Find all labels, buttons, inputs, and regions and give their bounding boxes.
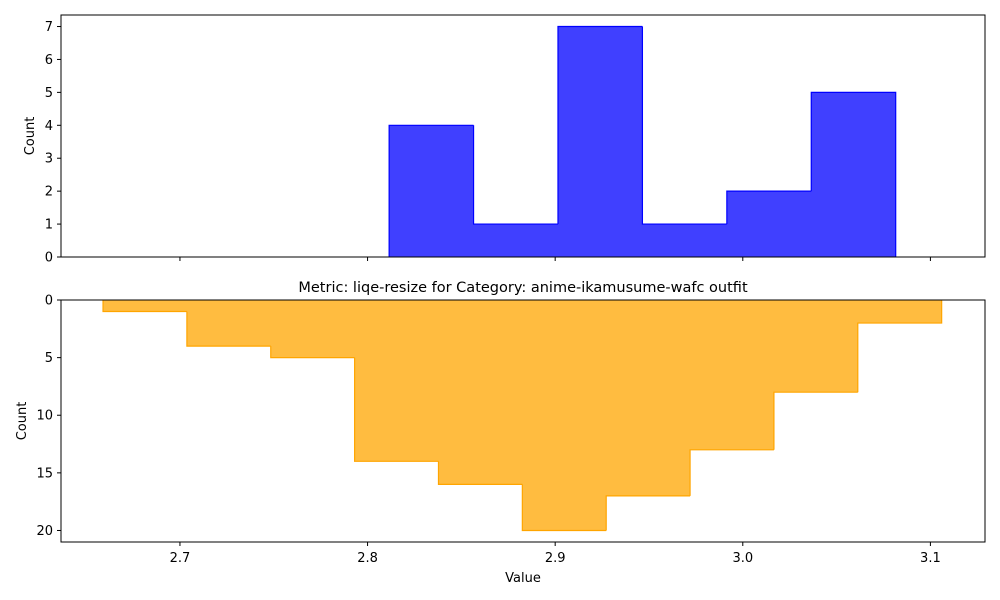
bottom-bin-6 [605, 495, 691, 531]
top-bin-4 [726, 190, 812, 225]
bottom-x-tick-label: 3.0 [732, 551, 753, 566]
bottom-bin-5 [521, 484, 607, 532]
bottom-y-tick-label: 10 [36, 409, 53, 424]
bottom-y-tick-label: 20 [36, 524, 53, 539]
bottom-y-tick-label: 5 [45, 351, 53, 366]
bottom-bin-8 [773, 391, 858, 450]
top-y-tick-label: 5 [45, 86, 53, 101]
bottom-bin-1 [186, 311, 271, 347]
top-y-tick-label: 7 [45, 20, 53, 35]
bottom-axes-frame [60, 299, 986, 543]
top-bin-0 [388, 124, 474, 257]
top-histogram-panel: 0 1 2 3 4 5 6 7 Count [23, 14, 986, 266]
top-y-tick-label: 6 [45, 53, 53, 68]
bottom-chart-title: Metric: liqe-resize for Category: anime-… [298, 280, 748, 296]
top-y-tick-label: 0 [45, 251, 53, 266]
top-bin-2 [557, 25, 643, 225]
bottom-bin-9 [857, 300, 943, 393]
top-y-tick-label: 2 [45, 185, 53, 200]
bottom-x-tick-label: 2.7 [170, 551, 191, 566]
bottom-bin-2 [270, 346, 355, 359]
top-y-axis-label: Count [23, 117, 38, 156]
bottom-bin-3 [354, 357, 439, 462]
bottom-bin-0 [102, 300, 187, 313]
bottom-x-tick-label: 2.8 [357, 551, 378, 566]
bottom-bin-4 [437, 461, 523, 485]
top-y-tick-label: 4 [45, 119, 53, 134]
top-bin-3 [641, 26, 727, 225]
bottom-x-tick-label: 2.9 [545, 551, 566, 566]
top-y-tick-label: 1 [45, 218, 53, 233]
bottom-histogram-panel: 0 5 10 15 20 2.7 2.8 2.9 3.0 3.1 Count Value Metric:… [15, 280, 986, 586]
top-axes-frame [60, 14, 986, 258]
bottom-y-tick-label: 0 [45, 294, 53, 309]
bottom-x-axis-label: Value [505, 571, 541, 586]
bottom-x-tick-label: 3.1 [920, 551, 941, 566]
top-y-tick-label: 3 [45, 152, 53, 167]
bottom-y-axis-label: Count [15, 402, 30, 441]
bottom-y-tick-label: 15 [36, 466, 53, 481]
top-bin-1 [472, 125, 558, 225]
bottom-bin-7 [689, 449, 774, 496]
top-bin-5 [810, 91, 897, 257]
